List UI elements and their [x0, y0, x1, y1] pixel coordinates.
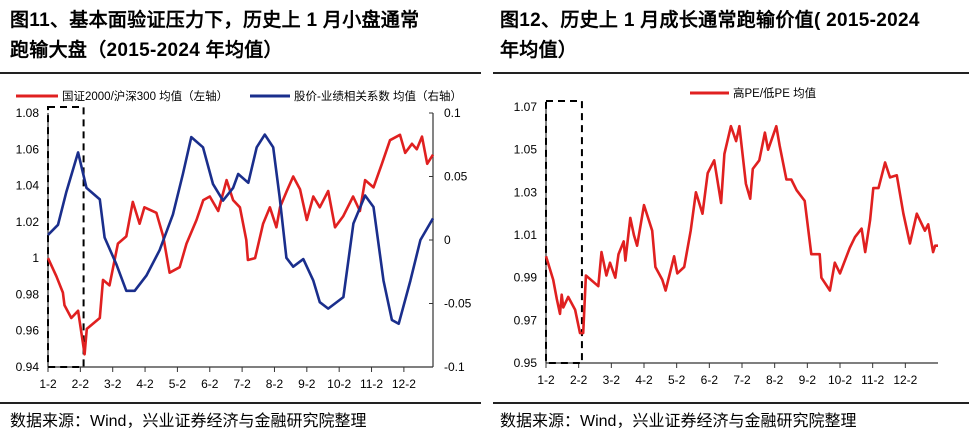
- left-x-tick-label: 7-2: [233, 377, 251, 391]
- right-source-divider: [493, 402, 969, 404]
- left-highlight-box: [47, 106, 85, 368]
- left-series-line-1: [47, 133, 435, 326]
- right-y-tick-label: 1.03: [514, 185, 538, 199]
- right-y-tick-label: 1.01: [514, 228, 538, 242]
- right-title-line1: 图12、历史上 1 月成长通常跑输价值( 2015-2024: [500, 10, 920, 31]
- left-legend-label-1: 股价-业绩相关系数 均值（右轴）: [294, 89, 462, 103]
- right-y-tick-label: 1.05: [514, 143, 538, 157]
- right-x-tick-label: 9-2: [799, 373, 817, 387]
- left-x-tick-label: 3-2: [104, 377, 122, 391]
- left-series-line-0: [46, 133, 435, 356]
- left-legend-label-0: 国证2000/沪深300 均值（左轴）: [62, 89, 228, 103]
- left-title-line1: 图11、基本面验证压力下，历史上 1 月小盘通常: [10, 10, 420, 31]
- left-x-tick-label: 4-2: [136, 377, 154, 391]
- left-title-line2: 跑输大盘（2015-2024 年均值）: [10, 40, 283, 61]
- left-x-tick-label: 9-2: [298, 377, 316, 391]
- right-highlight-box: [545, 100, 583, 364]
- left-x-tick-label: 6-2: [201, 377, 219, 391]
- right-legend-label-0: 高PE/低PE 均值: [733, 86, 817, 100]
- right-x-tick-label: 10-2: [828, 373, 852, 387]
- left-x-tick-label: 1-2: [39, 377, 57, 391]
- left-x-tick-label: 11-2: [360, 377, 383, 391]
- left-x-tick-label: 8-2: [266, 377, 284, 391]
- right-x-tick-label: 12-2: [893, 373, 917, 387]
- left-y-tick-label: 1.08: [16, 106, 40, 120]
- left-figure-title: 图11、基本面验证压力下，历史上 1 月小盘通常 跑输大盘（2015-2024 …: [10, 6, 419, 66]
- right-x-tick-label: 7-2: [733, 373, 751, 387]
- right-y-tick-label: 0.95: [514, 356, 538, 370]
- left-y-right-tick-label: -0.05: [444, 297, 472, 311]
- right-title-line2: 年均值）: [500, 40, 578, 61]
- right-y-tick-label: 1.07: [514, 100, 538, 114]
- right-title-divider: [493, 72, 969, 74]
- left-y-right-tick-label: -0.1: [444, 360, 465, 374]
- left-source-note: 数据来源：Wind，兴业证券经济与金融研究院整理: [10, 413, 367, 430]
- left-y-tick-label: 1: [32, 251, 39, 265]
- right-x-tick-label: 11-2: [861, 373, 884, 387]
- left-y-right-tick-label: 0.05: [444, 170, 468, 184]
- right-x-tick-label: 2-2: [570, 373, 588, 387]
- left-x-tick-label: 12-2: [392, 377, 416, 391]
- right-x-tick-label: 3-2: [603, 373, 621, 387]
- right-figure-title: 图12、历史上 1 月成长通常跑输价值( 2015-2024 年均值）: [500, 6, 920, 66]
- left-y-tick-label: 1.02: [16, 215, 40, 229]
- right-x-tick-label: 6-2: [701, 373, 719, 387]
- left-y-tick-label: 0.94: [16, 360, 40, 374]
- left-title-divider: [0, 72, 481, 74]
- right-y-tick-label: 0.99: [514, 271, 538, 285]
- right-x-tick-label: 4-2: [635, 373, 653, 387]
- left-source-divider: [0, 402, 481, 404]
- left-y-right-tick-label: 0.1: [444, 106, 461, 120]
- left-y-tick-label: 0.96: [16, 324, 40, 338]
- left-y-right-tick-label: 0: [444, 233, 451, 247]
- left-y-tick-label: 0.98: [16, 287, 40, 301]
- left-y-tick-label: 1.04: [16, 179, 40, 193]
- left-y-tick-label: 1.06: [16, 142, 40, 156]
- right-x-tick-label: 5-2: [668, 373, 686, 387]
- left-x-tick-label: 10-2: [327, 377, 351, 391]
- left-x-tick-label: 2-2: [72, 377, 90, 391]
- right-y-tick-label: 0.97: [514, 313, 538, 327]
- right-source-note: 数据来源：Wind，兴业证券经济与金融研究院整理: [500, 413, 857, 430]
- right-x-tick-label: 8-2: [766, 373, 784, 387]
- right-x-tick-label: 1-2: [537, 373, 555, 387]
- left-x-tick-label: 5-2: [169, 377, 187, 391]
- right-series-line-0: [544, 124, 938, 335]
